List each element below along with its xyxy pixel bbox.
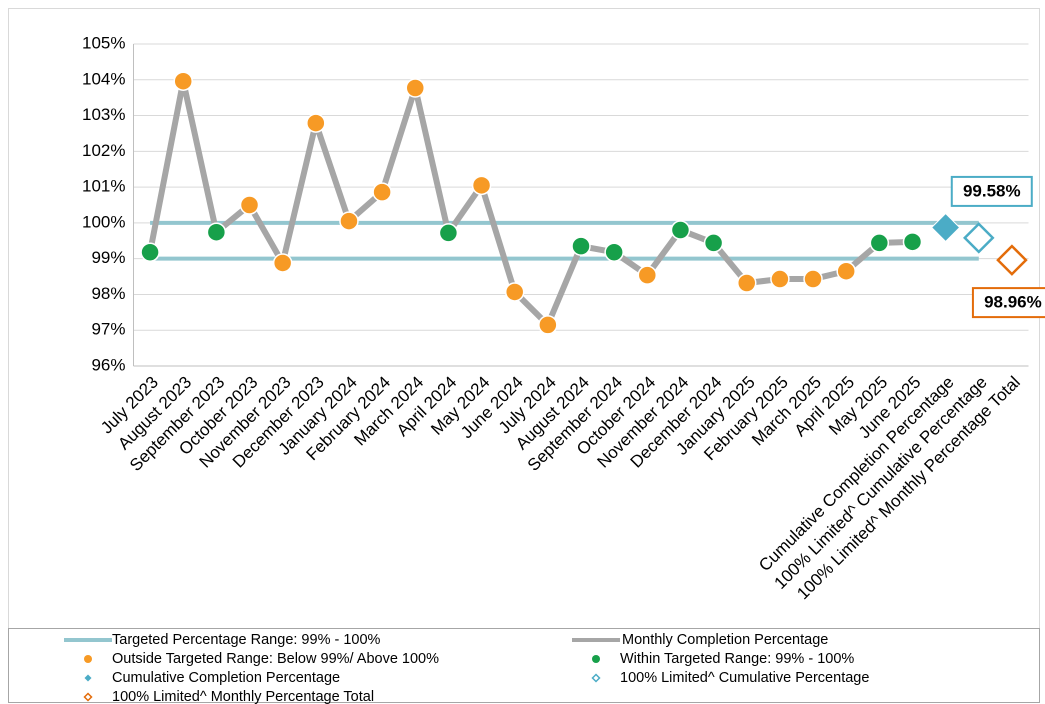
legend-swatch (592, 655, 600, 663)
y-tick-label: 96% (91, 355, 125, 374)
y-tick-label: 100% (82, 212, 125, 231)
diamond (930, 212, 961, 243)
legend-box (8, 628, 1040, 703)
point (770, 269, 790, 289)
point (604, 242, 624, 262)
legend-label: Cumulative Completion Percentage (112, 670, 340, 686)
point (239, 195, 260, 215)
diamond-open (963, 222, 995, 254)
point (206, 222, 227, 242)
value-label-box (971, 287, 1045, 319)
legend-swatch (83, 692, 93, 702)
y-tick-label: 99% (91, 248, 125, 267)
diamond-open (996, 244, 1028, 276)
y-tick-label: 104% (82, 69, 125, 88)
chart-border (8, 8, 1040, 703)
point (504, 282, 525, 302)
point (836, 261, 856, 281)
point (803, 269, 823, 289)
point (703, 233, 724, 253)
point (538, 315, 558, 335)
point (670, 220, 691, 240)
point (438, 223, 459, 243)
point (339, 211, 359, 231)
point (272, 253, 293, 273)
y-tick-label: 105% (82, 33, 125, 52)
y-tick-label: 97% (91, 320, 125, 339)
value-label: 98.96% (984, 293, 1042, 312)
value-label-box (950, 175, 1033, 207)
point (372, 182, 392, 202)
point (306, 113, 326, 133)
legend-swatch (591, 673, 601, 683)
legend-label: Within Targeted Range: 99% - 100% (620, 651, 854, 667)
legend-label: 100% Limited^ Monthly Percentage Total (112, 689, 374, 704)
y-tick-label: 103% (82, 105, 125, 124)
legend-label: Monthly Completion Percentage (622, 632, 828, 648)
point (571, 236, 591, 256)
point (471, 175, 492, 196)
legend-swatch (84, 655, 92, 663)
point (140, 242, 160, 262)
value-label: 99.58% (963, 181, 1021, 200)
y-tick-label: 101% (82, 177, 125, 196)
point (869, 233, 890, 253)
legend-label: Outside Targeted Range: Below 99%/ Above… (112, 651, 439, 667)
point (736, 273, 757, 293)
point (637, 265, 658, 285)
legend-label: 100% Limited^ Cumulative Percentage (620, 670, 869, 686)
y-tick-label: 102% (82, 141, 125, 160)
legend-swatch (84, 674, 92, 682)
legend-label: Targeted Percentage Range: 99% - 100% (112, 632, 381, 648)
point (902, 232, 923, 252)
point (173, 71, 193, 91)
point (405, 78, 426, 98)
y-tick-label: 98% (91, 284, 125, 303)
